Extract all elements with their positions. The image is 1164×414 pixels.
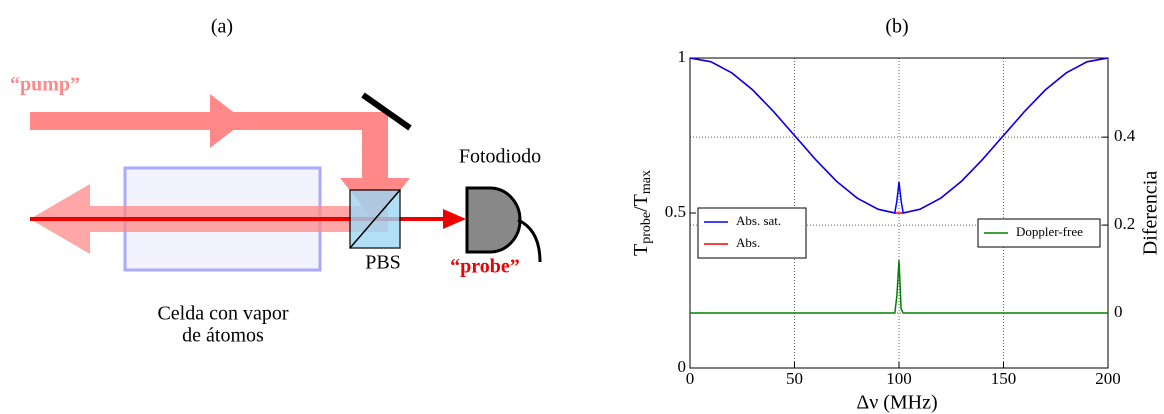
y-label-sub: probe bbox=[639, 212, 654, 244]
legend-label: Abs. bbox=[736, 235, 760, 250]
pump-label: “pump” bbox=[10, 74, 80, 96]
y-axis-label: Tprobe/Tmax bbox=[630, 170, 655, 256]
photodiode bbox=[467, 188, 520, 252]
y-label-part: /T bbox=[630, 194, 652, 212]
y-tick-label: 1 bbox=[678, 47, 687, 66]
x-tick-label: 0 bbox=[686, 369, 695, 388]
y2-tick-label: 0 bbox=[1114, 302, 1123, 321]
diagram: (a) “pump” Fotodiodo PBS “probe” Celda c… bbox=[10, 16, 541, 347]
figure: (a) “pump” Fotodiodo PBS “probe” Celda c… bbox=[0, 0, 1164, 414]
x-tick-label: 150 bbox=[991, 369, 1017, 388]
y2-axis-label: Diferencia bbox=[1140, 171, 1162, 256]
series-line bbox=[690, 58, 1108, 213]
cell-label: de átomos bbox=[182, 325, 264, 347]
y-tick-label: 0 bbox=[678, 357, 687, 376]
cell-label: Celda con vapor bbox=[157, 303, 288, 325]
y-label-part: T bbox=[630, 244, 652, 256]
y2-tick-label: 0.4 bbox=[1114, 126, 1136, 145]
y-label-sub: max bbox=[639, 170, 654, 194]
detector-label: Fotodiodo bbox=[459, 146, 541, 168]
x-tick-label: 200 bbox=[1095, 369, 1121, 388]
panel-label: (a) bbox=[211, 16, 233, 38]
y2-tick-label: 0.2 bbox=[1114, 214, 1135, 233]
photodiode-wire bbox=[518, 220, 540, 262]
series-line bbox=[690, 58, 1108, 213]
legend-label: Abs. sat. bbox=[736, 213, 781, 228]
probe-arrowhead bbox=[443, 209, 466, 229]
y-tick-label: 0.5 bbox=[665, 202, 686, 221]
pbs-label: PBS bbox=[365, 252, 401, 274]
x-tick-label: 100 bbox=[886, 369, 912, 388]
x-tick-label: 50 bbox=[786, 369, 803, 388]
legend-label: Doppler-free bbox=[1016, 224, 1083, 239]
probe-label: “probe” bbox=[450, 256, 520, 278]
chart-title: (b) bbox=[885, 16, 908, 38]
x-axis-label: Δν (MHz) bbox=[856, 392, 937, 414]
